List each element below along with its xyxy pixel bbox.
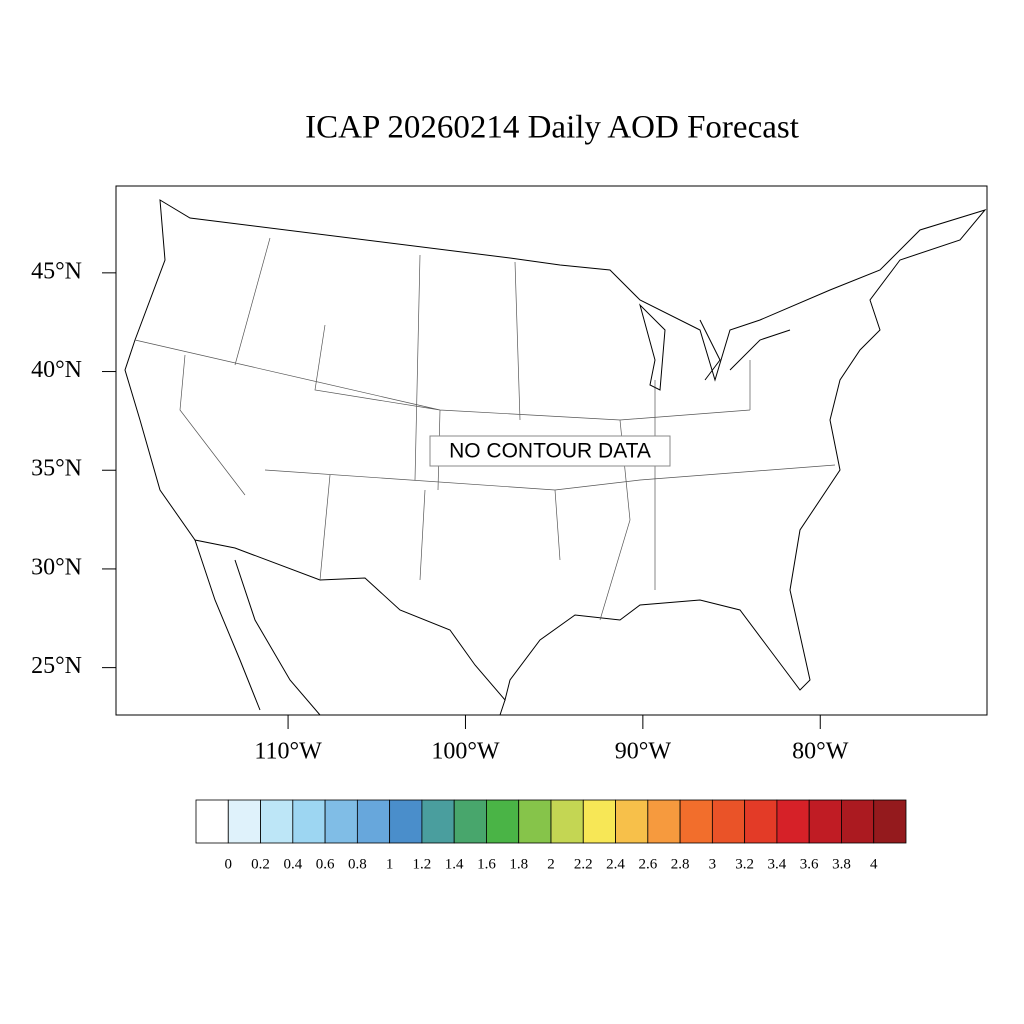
y-tick-label: 30°N [31,554,82,580]
colorbar-box [582,799,616,844]
x-tick-label: 90°W [615,739,672,765]
title: ICAP 20260214 Daily AOD Forecast [305,110,799,146]
x-tick-label: 110°W [254,739,322,765]
colorbar-label: 2.6 [638,856,657,872]
y-tick-label: 40°N [31,357,82,383]
message: NO CONTOUR DATA [449,440,651,463]
colorbar-label: 4 [870,856,878,872]
colorbar-label: 1.2 [413,856,432,872]
colorbar-label: 3 [709,856,717,872]
colorbar-box [195,799,229,844]
colorbar-label: 1.6 [477,856,496,872]
colorbar-box [486,799,520,844]
colorbar-box [647,799,681,844]
colorbar: 0 0.2 0.4 0.6 0.8 1 1.2 1.4 1.6 1.8 2 2.2 2.4 2.6 2.8 3… [195,799,907,872]
x-tick-label: 100°W [431,739,500,765]
coastline [124,199,987,702]
colorbar-box [356,799,391,844]
colorbar-box [389,799,423,844]
colorbar-label: 2.2 [574,856,593,872]
colorbar-box [324,799,358,844]
colorbar-label: 0.8 [348,856,367,872]
colorbar-box [518,799,552,844]
colorbar-label: 3.2 [735,856,754,872]
colorbar-label: 0 [225,856,233,872]
colorbar-box [550,799,584,844]
colorbar-label: 0.4 [283,856,302,872]
colorbar-label: 1.8 [509,856,528,872]
basemap [124,199,987,715]
colorbar-label: 2.8 [671,856,690,872]
colorbar-box [227,799,261,844]
colorbar-box [421,799,455,844]
colorbar-box [808,799,842,844]
colorbar-box [873,799,907,844]
colorbar-label: 0.2 [251,856,270,872]
y-tick-label: 45°N [31,258,82,284]
colorbar-label: 3.8 [832,856,851,872]
y-tick-label: 35°N [31,456,82,482]
great-lakes [639,303,791,391]
colorbar-label: 2.4 [606,856,625,872]
x-tick-label: 80°W [792,739,849,765]
colorbar-box [711,799,746,844]
colorbar-box [841,799,875,844]
colorbar-box [292,799,326,844]
colorbar-box [744,799,778,844]
colorbar-label: 3.6 [800,856,819,872]
colorbar-label: 1 [386,856,394,872]
colorbar-label: 0.6 [316,856,335,872]
y-tick-label: 25°N [31,653,82,679]
mexico-coast [194,539,506,715]
colorbar-box [453,799,487,844]
map-frame [115,185,988,716]
colorbar-label: 1.4 [445,856,464,872]
message-background [429,435,671,467]
colorbar-label: 3.4 [768,856,787,872]
axis-ticks: 110°W 100°W 90°W 80°W 25°N 30°N 35°N 40°N 45°N [31,258,849,764]
colorbar-box [260,799,294,844]
state-lines [134,237,836,621]
colorbar-box [776,799,810,844]
colorbar-box [615,799,649,844]
colorbar-label: 2 [547,856,555,872]
message-box: NO CONTOUR DATA [429,435,671,467]
colorbar-box [679,799,713,844]
